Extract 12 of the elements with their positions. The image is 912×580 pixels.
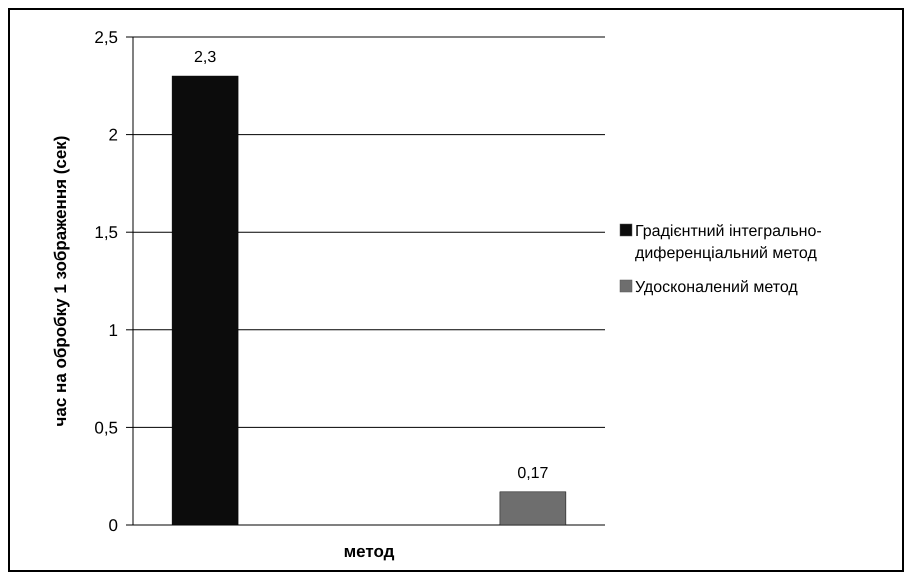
x-axis-title: метод [344,542,395,561]
y-tick-label: 0 [108,516,118,535]
legend-label: Удосконалений метод [635,279,798,296]
y-tick-label: 0,5 [94,418,118,438]
y-axis-title: час на обробку 1 зображення (сек) [51,136,70,426]
y-tick-label: 1,5 [94,223,118,242]
legend-label: Градієнтний інтегрально-диференціальний метод [635,223,822,262]
y-tick-label: 2,5 [94,28,118,47]
data-label: 0,17 [517,464,549,482]
y-tick-label: 2 [108,126,118,145]
y-tick-label: 1 [108,320,118,340]
data-label: 2,3 [194,49,216,66]
